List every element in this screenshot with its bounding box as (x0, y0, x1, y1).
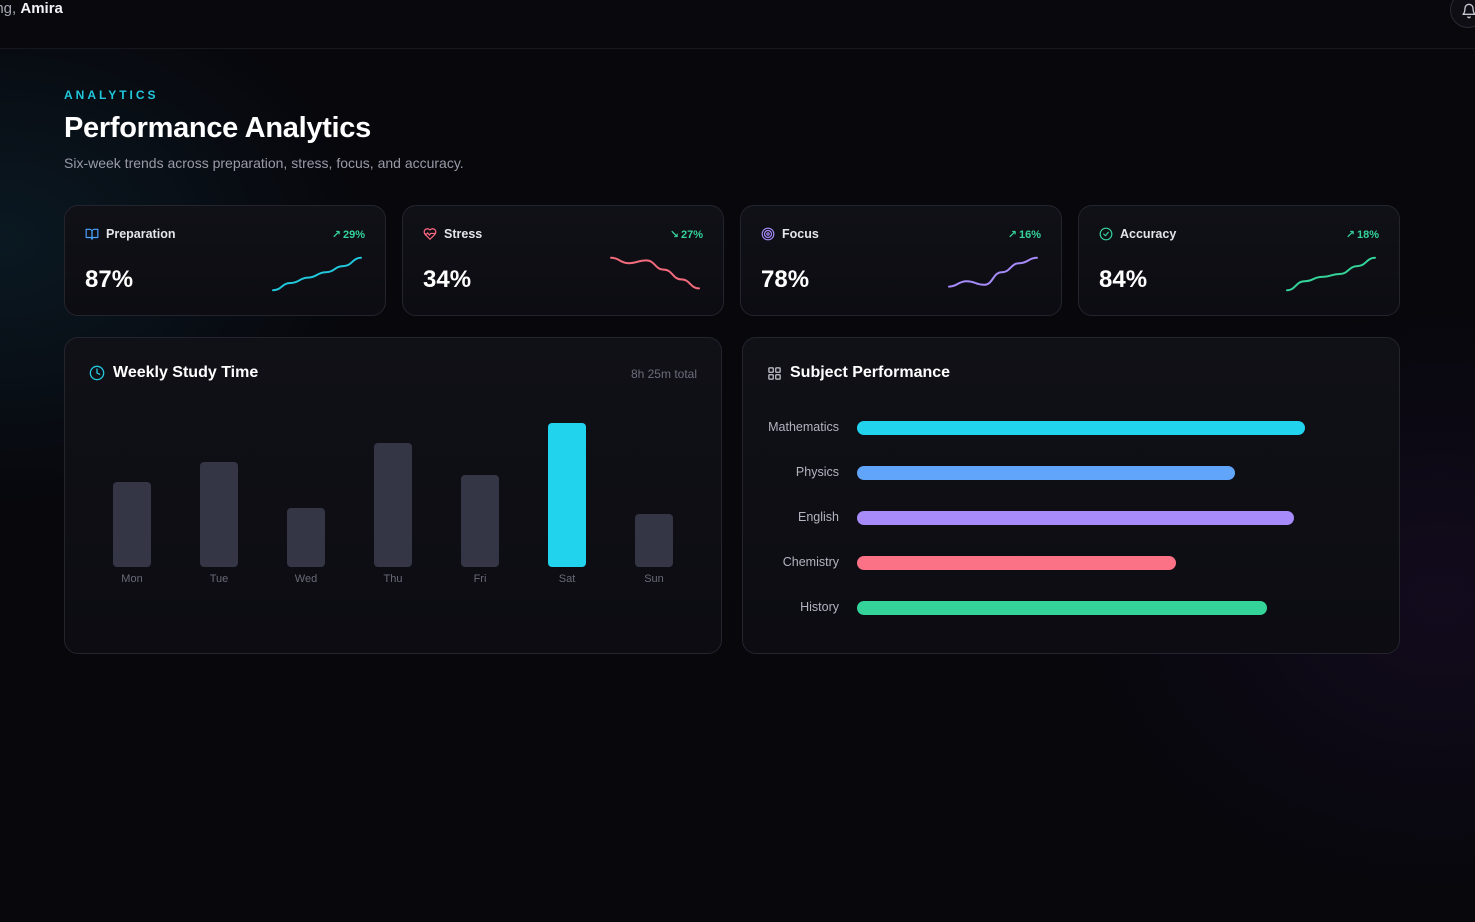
kpi-card-accuracy[interactable]: Accuracy ↗ 18% 84% (1078, 205, 1400, 316)
trend-down-icon: ↘ (669, 229, 679, 241)
sparkline (1286, 256, 1376, 292)
kpi-delta: ↗ 16% (1007, 228, 1041, 242)
trend-up-icon: ↗ (1007, 229, 1017, 241)
greeting: ing, Amira (0, 0, 63, 18)
kpi-value: 34% (423, 266, 472, 293)
subject-label: History (800, 600, 839, 614)
study-total: 8h 25m total (630, 367, 697, 381)
kpi-label: Preparation (106, 227, 176, 241)
sparkline-path (272, 256, 362, 292)
trend-up-icon: ↗ (1345, 229, 1355, 241)
study-bar-wed[interactable] (287, 508, 325, 567)
sparkline (610, 256, 700, 290)
bell-icon (1462, 3, 1475, 19)
kpi-label: Focus (782, 227, 819, 241)
subject-bar-english[interactable] (857, 511, 1294, 525)
trend-up-icon: ↗ (331, 229, 341, 241)
subject-label: Mathematics (768, 420, 839, 434)
subject-label: Chemistry (782, 555, 839, 569)
kpi-card-stress[interactable]: Stress ↘ 27% 34% (402, 205, 724, 316)
kpi-delta: ↗ 29% (331, 228, 365, 242)
kpi-value: 84% (1099, 266, 1148, 293)
kpi-delta: ↘ 27% (669, 228, 703, 242)
kpi-label: Stress (444, 227, 483, 241)
panel-title: Subject Performance (790, 364, 951, 381)
study-bar-mon[interactable] (113, 482, 151, 567)
day-label: Sun (644, 573, 664, 585)
sparkline-path (1286, 256, 1376, 292)
sparkline-path (610, 256, 700, 290)
subject-performance-panel: Subject Performance Mathematics Physics En… (742, 337, 1400, 654)
day-label: Tue (209, 573, 229, 585)
target-icon (761, 227, 775, 241)
subject-label: Physics (795, 465, 839, 479)
study-bar-sun[interactable] (635, 514, 673, 567)
kpi-value: 78% (761, 266, 810, 293)
study-bar-tue[interactable] (200, 462, 238, 567)
section-eyebrow: ANALYTICS (64, 88, 159, 102)
kpi-delta: ↗ 18% (1345, 228, 1379, 242)
clock-icon (89, 365, 105, 381)
greeting-prefix: ing, (0, 0, 17, 17)
notifications-button[interactable] (1450, 0, 1475, 28)
user-name: Amira (20, 0, 63, 17)
study-bar-fri[interactable] (461, 475, 499, 567)
subject-bar-physics[interactable] (857, 466, 1235, 480)
kpi-label: Accuracy (1120, 227, 1177, 241)
subject-bar-mathematics[interactable] (857, 421, 1305, 435)
grid-icon (768, 366, 781, 380)
kpi-card-focus[interactable]: Focus ↗ 16% 78% (740, 205, 1062, 316)
subject-bar-history[interactable] (857, 601, 1267, 615)
heart-pulse-icon (423, 228, 437, 240)
day-label: Wed (294, 573, 318, 585)
weekly-study-panel: Weekly Study Time 8h 25m total Mon Tue Wed… (64, 337, 722, 654)
top-bar: ing, Amira (0, 0, 1475, 49)
book-open-icon (85, 228, 99, 240)
subject-bar-chemistry[interactable] (857, 556, 1176, 570)
subject-label: English (798, 510, 839, 524)
study-bar-thu[interactable] (374, 443, 412, 567)
sparkline (948, 256, 1038, 288)
kpi-card-preparation[interactable]: Preparation ↗ 29% 87% (64, 205, 386, 316)
day-label: Mon (121, 573, 143, 585)
day-label: Thu (383, 573, 403, 585)
sparkline (272, 256, 362, 292)
panel-title: Weekly Study Time (113, 364, 259, 381)
sparkline-path (948, 256, 1038, 288)
study-bar-sat[interactable] (548, 423, 586, 567)
page-title: Performance Analytics (64, 112, 371, 144)
day-label: Sat (558, 573, 576, 585)
check-circle-icon (1099, 227, 1113, 241)
day-label: Fri (473, 573, 487, 585)
kpi-value: 87% (85, 266, 134, 293)
page-subtitle: Six-week trends across preparation, stre… (64, 155, 464, 171)
